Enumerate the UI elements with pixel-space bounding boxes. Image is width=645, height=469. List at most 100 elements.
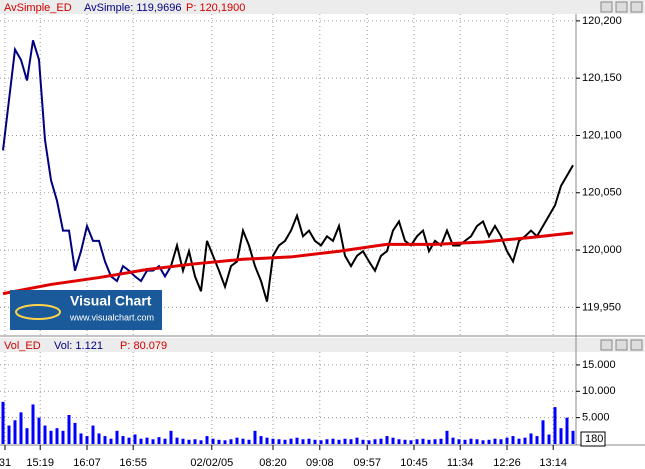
volume-bar bbox=[25, 428, 29, 444]
x-tick-label: 13:14 bbox=[539, 457, 567, 469]
watermark-url: www.visualchart.com bbox=[69, 312, 154, 322]
volume-bar bbox=[229, 439, 233, 444]
volume-bar bbox=[31, 404, 35, 444]
indicator-value: Vol: 1.121 bbox=[54, 340, 103, 352]
volume-bar bbox=[199, 440, 203, 444]
volume-bar bbox=[565, 417, 569, 444]
volume-bar bbox=[271, 438, 275, 444]
window-buttons bbox=[600, 1, 643, 351]
price-header-bar bbox=[0, 0, 645, 14]
y-tick-label: 10.000 bbox=[582, 385, 616, 397]
price-line bbox=[2, 40, 172, 283]
volume-bar bbox=[259, 436, 263, 444]
volume-bar bbox=[73, 422, 77, 444]
volume-bar bbox=[553, 407, 557, 444]
y-tick-label: 120,050 bbox=[582, 187, 622, 199]
watermark-logo bbox=[15, 304, 61, 320]
volume-bar bbox=[451, 437, 455, 444]
volume-bar bbox=[529, 433, 533, 444]
watermark-title: Visual Chart bbox=[70, 293, 152, 309]
volume-bar bbox=[475, 439, 479, 444]
volume-bar bbox=[337, 439, 341, 444]
x-tick-label: 16:07 bbox=[73, 457, 101, 469]
volume-bar bbox=[265, 437, 269, 444]
volume-bar bbox=[289, 438, 293, 444]
volume-bar bbox=[385, 436, 389, 444]
x-tick-label: 08:20 bbox=[259, 457, 287, 469]
y-tick-label: 120,100 bbox=[582, 129, 622, 141]
volume-bar bbox=[523, 437, 527, 444]
x-tick-label: 12:26 bbox=[493, 457, 521, 469]
volume-bar bbox=[109, 438, 113, 444]
volume-bar bbox=[403, 439, 407, 444]
volume-bar bbox=[49, 430, 53, 444]
volume-bar bbox=[235, 437, 239, 444]
y-tick-label: 120,000 bbox=[582, 244, 622, 256]
volume-bar bbox=[319, 440, 323, 444]
volume-bar bbox=[469, 438, 473, 444]
x-tick-label: 10:45 bbox=[400, 457, 428, 469]
volume-bar bbox=[115, 430, 119, 444]
volume-bar bbox=[355, 437, 359, 444]
button[interactable] bbox=[615, 1, 628, 13]
volume-bar bbox=[37, 417, 41, 444]
volume-bar bbox=[241, 438, 245, 444]
volume-bar bbox=[127, 437, 131, 444]
volume-bar bbox=[409, 440, 413, 444]
watermark: Visual Chart www.visualchart.com bbox=[10, 290, 162, 330]
volume-bar bbox=[463, 439, 467, 444]
button[interactable] bbox=[600, 1, 613, 13]
volume-bar bbox=[157, 437, 161, 444]
button[interactable] bbox=[615, 339, 628, 351]
x-tick-label: 02/02/05 bbox=[190, 457, 233, 469]
volume-bar bbox=[145, 437, 149, 444]
y-tick-label: 120,150 bbox=[582, 72, 622, 84]
volume-bar bbox=[361, 439, 365, 444]
button[interactable] bbox=[630, 339, 643, 351]
x-tick-label: 09:57 bbox=[353, 457, 381, 469]
volume-bar bbox=[283, 439, 287, 444]
volume-bar bbox=[247, 439, 251, 444]
volume-bar bbox=[79, 433, 83, 444]
volume-bar bbox=[121, 436, 125, 444]
button[interactable] bbox=[630, 1, 643, 13]
last-value-label: 180 bbox=[585, 433, 603, 445]
volume-bar bbox=[223, 440, 227, 444]
volume-bar bbox=[379, 438, 383, 444]
volume-bar bbox=[415, 439, 419, 444]
volume-bar bbox=[349, 439, 353, 444]
y-tick-label: 5.000 bbox=[582, 412, 610, 424]
volume-bar bbox=[373, 439, 377, 444]
volume-bar bbox=[433, 439, 437, 444]
indicator-name: AvSimple_ED bbox=[4, 2, 72, 14]
volume-bar bbox=[313, 439, 317, 444]
volume-bar bbox=[295, 437, 299, 444]
last-value-box bbox=[580, 431, 606, 447]
volume-bar bbox=[535, 436, 539, 444]
volume-bar bbox=[439, 438, 443, 444]
volume-bar bbox=[205, 436, 209, 444]
volume-bar bbox=[139, 438, 143, 444]
volume-bar bbox=[481, 440, 485, 444]
y-tick-label: 119,950 bbox=[582, 301, 621, 313]
volume-bar bbox=[55, 428, 59, 444]
volume-bar bbox=[421, 438, 425, 444]
volume-bar bbox=[445, 430, 449, 444]
price-line bbox=[170, 164, 574, 302]
volume-bar bbox=[493, 438, 497, 444]
volume-bar bbox=[67, 415, 71, 444]
x-tick-label: 11:34 bbox=[447, 457, 474, 469]
x-tick-label: 31 bbox=[0, 457, 11, 469]
volume-bar bbox=[487, 439, 491, 444]
button[interactable] bbox=[600, 339, 613, 351]
volume-header-bar bbox=[0, 338, 645, 352]
volume-bar bbox=[427, 439, 431, 444]
volume-bar bbox=[187, 439, 191, 444]
volume-bar bbox=[169, 430, 173, 444]
volume-bar bbox=[307, 438, 311, 444]
x-tick-label: 09:08 bbox=[306, 457, 334, 469]
volume-bar bbox=[13, 420, 17, 444]
y-tick-label: 120,200 bbox=[582, 15, 622, 27]
volume-bar bbox=[301, 439, 305, 444]
